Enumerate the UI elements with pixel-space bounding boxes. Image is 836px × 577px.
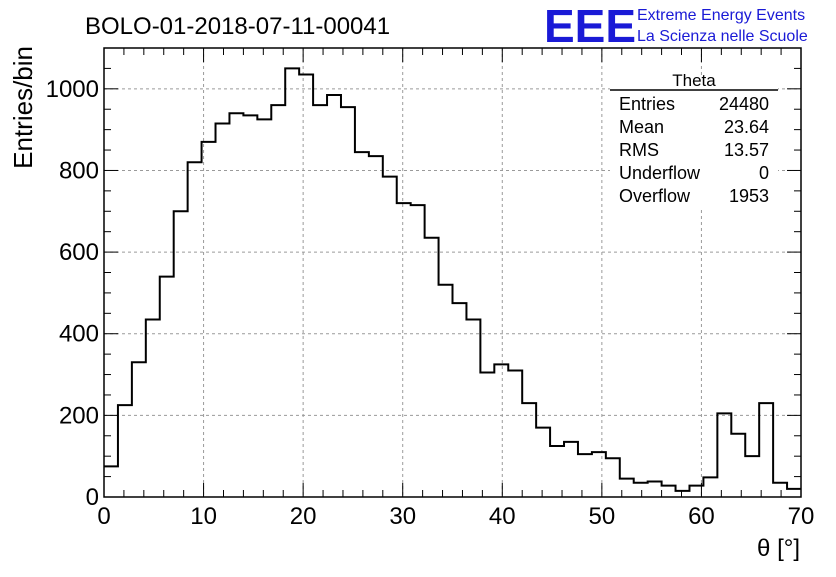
histogram-bin xyxy=(731,434,745,497)
stats-label: RMS xyxy=(619,140,659,160)
x-tick-label: 70 xyxy=(788,503,815,530)
stats-label: Overflow xyxy=(619,186,691,206)
y-axis: 0 200 400 600 800 1000 xyxy=(46,47,801,511)
chart-title: BOLO-01-2018-07-11-00041 xyxy=(85,13,390,40)
histogram-bin xyxy=(355,152,369,497)
histogram-bin xyxy=(550,446,564,497)
histogram-bin xyxy=(564,442,578,497)
histogram-bin xyxy=(508,370,522,497)
histogram-series xyxy=(104,67,801,497)
histogram-bin xyxy=(578,454,592,497)
stats-label: Underflow xyxy=(619,163,701,183)
histogram-bin xyxy=(397,203,411,497)
eee-logo-line1: Extreme Energy Events xyxy=(637,7,805,24)
y-tick-label: 200 xyxy=(59,402,99,429)
eee-logo-line2: La Scienza nelle Scuole xyxy=(637,28,808,45)
histogram-bin xyxy=(188,162,202,497)
histogram-bin xyxy=(132,362,146,497)
histogram-bin xyxy=(383,177,397,497)
x-tick-label: 60 xyxy=(688,503,715,530)
histogram-bin xyxy=(522,403,536,497)
x-tick-label: 30 xyxy=(389,503,416,530)
histogram-outline xyxy=(104,67,801,492)
histogram-bin xyxy=(411,205,425,497)
histogram-bin xyxy=(160,277,174,497)
histogram-bin xyxy=(243,115,257,497)
x-tick-label: 20 xyxy=(290,503,317,530)
histogram-bin xyxy=(369,156,383,497)
stats-box: Theta Entries 24480 Mean 23.64 RMS 13.57 Under… xyxy=(610,71,778,208)
x-tick-label: 0 xyxy=(97,503,110,530)
y-axis-label: Entries/bin xyxy=(8,46,38,169)
histogram-bin xyxy=(104,466,118,497)
stats-label: Entries xyxy=(619,94,675,114)
histogram-bin xyxy=(229,113,243,497)
x-axis-label: θ [°] xyxy=(757,535,800,562)
stats-label: Mean xyxy=(619,117,664,137)
histogram-bin xyxy=(313,105,327,497)
y-tick-label: 0 xyxy=(86,484,99,511)
histogram-bin xyxy=(439,285,453,497)
eee-logo: EEE Extreme Energy Events La Scienza nel… xyxy=(544,0,808,52)
histogram-bin xyxy=(480,373,494,497)
stats-box-bg xyxy=(610,78,778,208)
histogram-bin xyxy=(494,364,508,497)
histogram-bin xyxy=(146,319,160,497)
histogram-bin xyxy=(634,483,648,497)
stats-value: 13.57 xyxy=(724,140,769,160)
histogram-bin xyxy=(745,456,759,497)
histogram-bin xyxy=(271,105,285,497)
histogram-bin xyxy=(257,119,271,497)
stats-value: 24480 xyxy=(719,94,769,114)
histogram-bin xyxy=(118,405,132,497)
histogram-bin xyxy=(174,211,188,497)
histogram-bin xyxy=(453,303,467,497)
histogram-bin xyxy=(466,319,480,497)
histogram-bin xyxy=(676,491,690,497)
histogram-bin xyxy=(787,489,801,497)
histogram-bin xyxy=(606,458,620,497)
histogram-bin xyxy=(202,142,216,497)
histogram-bin xyxy=(662,486,676,497)
histogram-bin xyxy=(703,477,717,497)
histogram-bin xyxy=(717,413,731,497)
histogram-bin xyxy=(648,481,662,497)
histogram-bin xyxy=(299,75,313,497)
x-tick-label: 50 xyxy=(589,503,616,530)
stats-value: 1953 xyxy=(729,186,769,206)
histogram-bin xyxy=(341,107,355,497)
histogram-bin xyxy=(773,483,787,497)
y-tick-label: 400 xyxy=(59,321,99,348)
stats-value: 23.64 xyxy=(724,117,769,137)
x-tick-label: 40 xyxy=(489,503,516,530)
histogram-bin xyxy=(216,124,230,497)
histogram-bin xyxy=(327,95,341,497)
histogram-bin xyxy=(425,238,439,497)
y-tick-label: 600 xyxy=(59,239,99,266)
histogram-bin xyxy=(285,68,299,497)
histogram-bin xyxy=(536,428,550,497)
stats-title: Theta xyxy=(672,71,716,90)
x-tick-label: 10 xyxy=(190,503,217,530)
stats-value: 0 xyxy=(759,163,769,183)
histogram-bin xyxy=(592,452,606,497)
y-tick-label: 1000 xyxy=(46,76,99,103)
y-tick-label: 800 xyxy=(59,157,99,184)
eee-logo-mark: EEE xyxy=(544,0,636,52)
x-axis: 0 10 20 30 40 50 60 70 xyxy=(97,48,814,530)
histogram-bin xyxy=(759,403,773,497)
